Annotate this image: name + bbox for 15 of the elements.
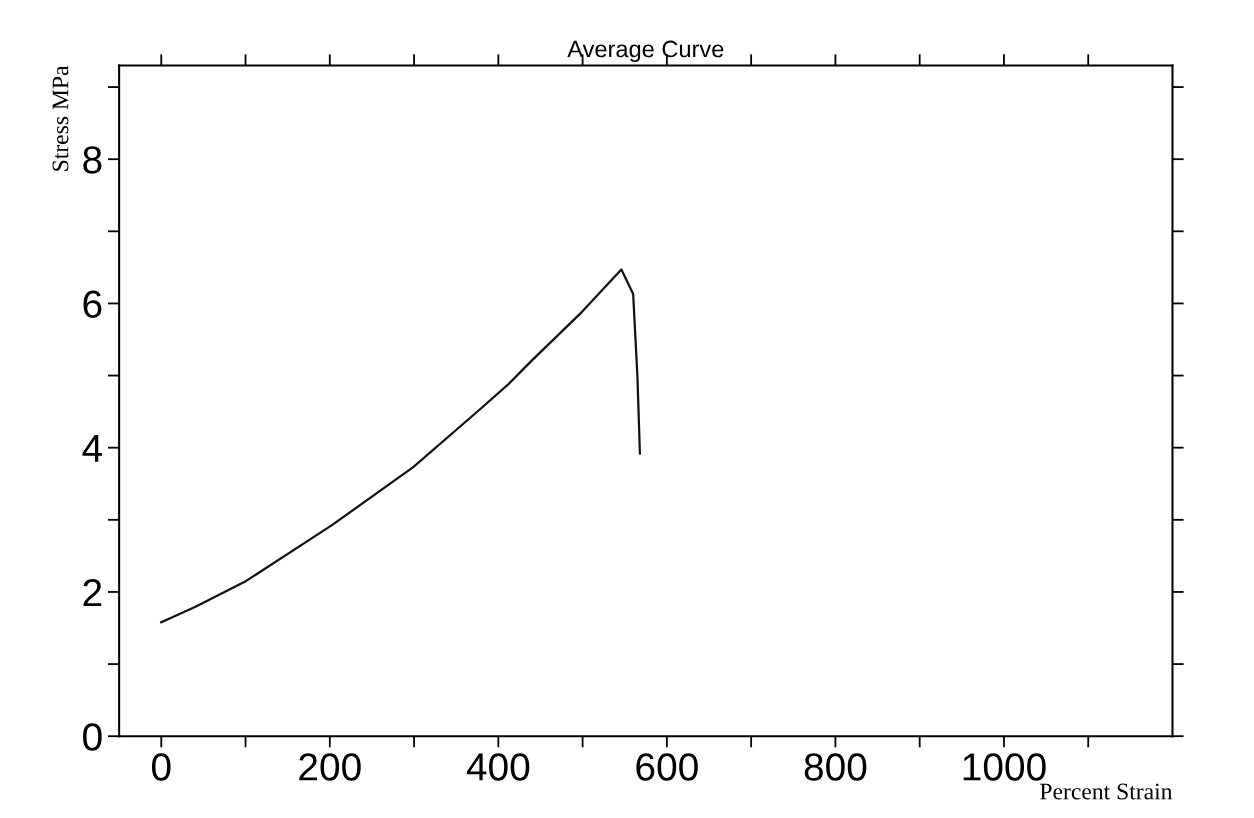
y-tick-label: 2 [83,578,102,607]
y-axis-title: Stress MPa [52,65,69,171]
x-tick-label: 400 [466,753,530,781]
x-tick-label: 200 [299,753,361,781]
y-tick-label: 4 [82,435,103,462]
x-tick-label: 600 [636,753,698,781]
x-tick-label: 800 [804,753,867,781]
x-tick-label: 1000 [963,753,1046,781]
line-series [160,268,642,624]
y-tick-label: 0 [83,723,102,751]
x-tick-label: 0 [151,753,171,781]
y-tick-label: 6 [83,290,102,318]
chart-title: Average Curve [567,40,724,63]
x-axis-title: Percent Strain [1040,783,1173,800]
y-tick-label: 8 [83,146,102,174]
